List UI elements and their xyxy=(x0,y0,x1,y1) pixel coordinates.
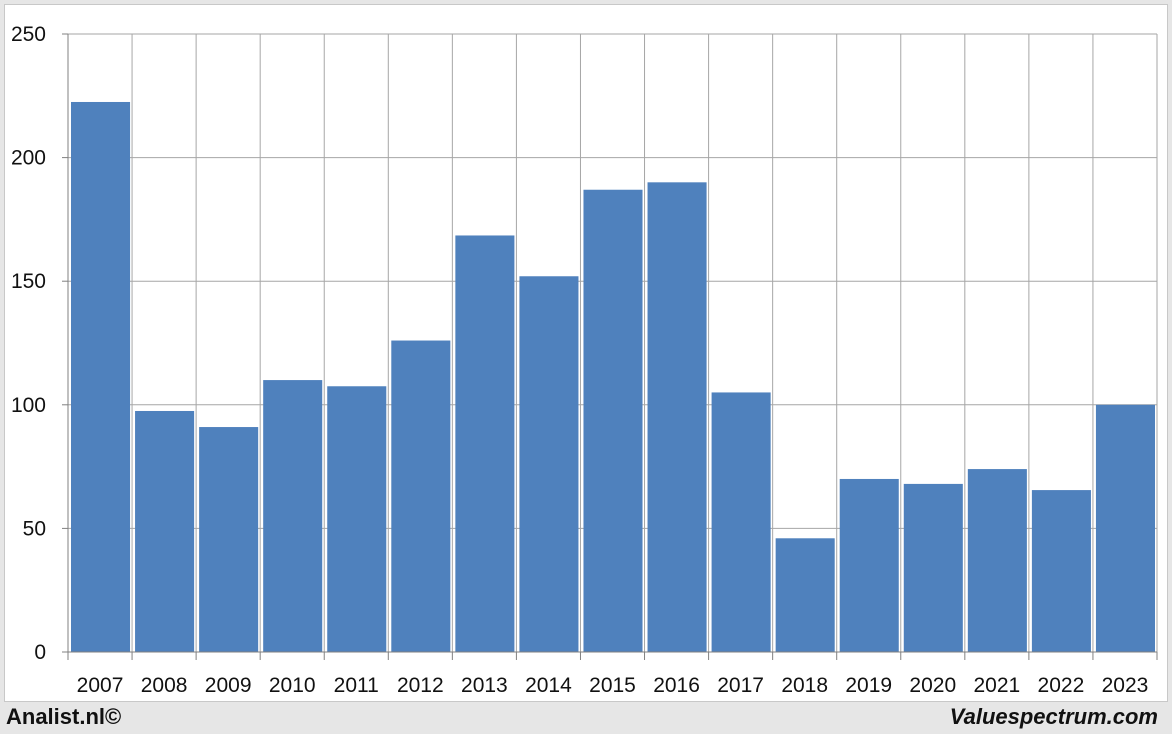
bar-2016 xyxy=(647,182,707,652)
y-tick-label: 150 xyxy=(11,270,46,293)
x-tick-label: 2018 xyxy=(781,674,828,697)
x-tick-label: 2015 xyxy=(589,674,636,697)
bar-2018 xyxy=(775,538,835,652)
x-tick-label: 2016 xyxy=(653,674,700,697)
x-tick-labels: 2007 2008 2009 2010 2011 2012 2013 2014 2015 2016… xyxy=(77,674,1149,697)
x-tick-label: 2013 xyxy=(461,674,508,697)
x-tick-label: 2023 xyxy=(1102,674,1149,697)
bar-2007 xyxy=(71,101,131,653)
bar-2022 xyxy=(1031,490,1091,652)
analist-credit: Analist.nl© xyxy=(6,704,122,729)
x-tick-label: 2012 xyxy=(397,674,444,697)
y-tick-label: 50 xyxy=(23,517,46,540)
x-tick-label: 2007 xyxy=(77,674,124,697)
y-tick-label: 100 xyxy=(11,394,46,417)
bar-2021 xyxy=(967,469,1027,652)
y-tick-label: 0 xyxy=(34,641,46,664)
y-tick-label: 250 xyxy=(11,23,46,46)
bar-2020 xyxy=(903,483,963,652)
x-tick-label: 2011 xyxy=(334,674,379,697)
x-tick-label: 2008 xyxy=(141,674,188,697)
x-tick-label: 2022 xyxy=(1038,674,1085,697)
x-tick-label: 2020 xyxy=(909,674,956,697)
bar-2014 xyxy=(519,276,579,652)
y-tick-labels: 0 50 100 150 200 250 xyxy=(11,23,46,664)
y-tick-label: 200 xyxy=(11,147,46,170)
bar-2017 xyxy=(711,392,771,652)
x-tick-label: 2017 xyxy=(717,674,764,697)
axes xyxy=(62,33,1158,660)
bar-2012 xyxy=(391,340,451,652)
bars xyxy=(71,101,1155,653)
bar-2009 xyxy=(199,427,259,652)
bar-2013 xyxy=(455,235,515,652)
x-tick-label: 2010 xyxy=(269,674,316,697)
bar-2019 xyxy=(839,478,899,652)
x-tick-label: 2009 xyxy=(205,674,252,697)
bar-2015 xyxy=(583,189,643,652)
bar-2008 xyxy=(135,410,195,652)
x-tick-label: 2019 xyxy=(845,674,892,697)
bar-2011 xyxy=(327,386,387,652)
bar-2023 xyxy=(1095,404,1155,652)
x-tick-label: 2021 xyxy=(973,674,1020,697)
bar-2010 xyxy=(263,380,323,652)
x-tick-label: 2014 xyxy=(525,674,572,697)
valuespectrum-credit: Valuespectrum.com xyxy=(949,704,1158,729)
bar-chart: 0 50 100 150 200 250 2007 2008 2009 2010 2011 2012… xyxy=(11,23,1158,697)
